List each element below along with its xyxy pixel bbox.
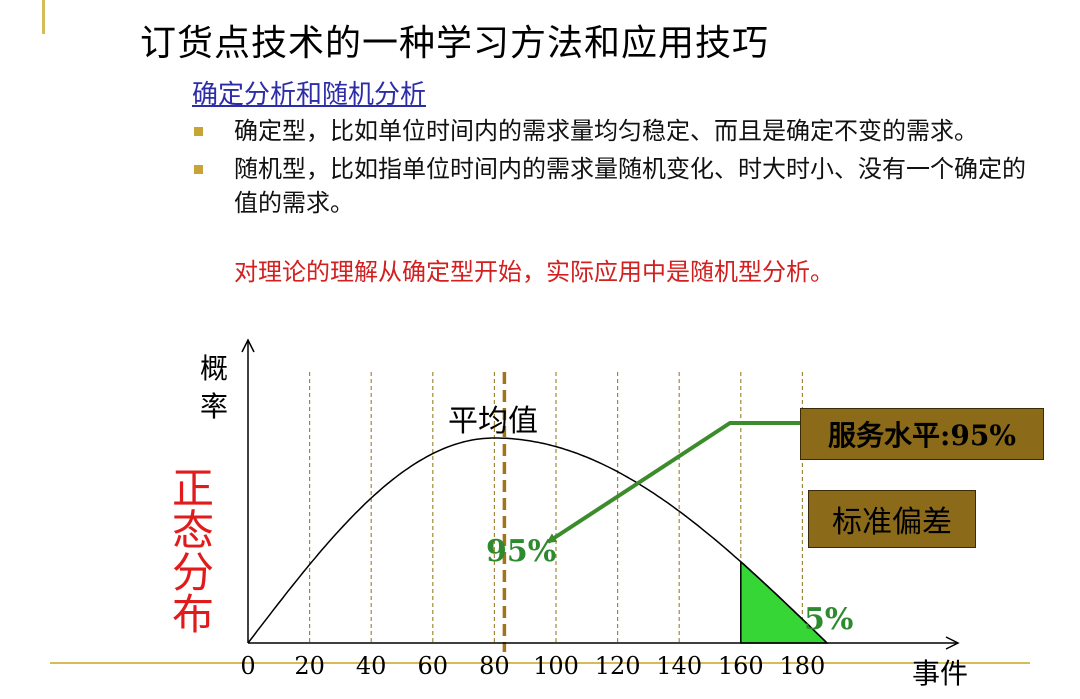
x-tick-label: 160 (717, 652, 764, 680)
y-axis-label: 概率 (200, 352, 229, 423)
y-axis-arrowhead (241, 338, 255, 353)
page-title: 订货点技术的一种学习方法和应用技巧 (140, 23, 770, 64)
section-subtitle-link[interactable]: 确定分析和随机分析 (192, 80, 427, 110)
bullet-text: 确定型，比如单位时间内的需求量均匀稳定、而且是确定不变的需求。 (234, 117, 978, 145)
x-tick-label: 120 (594, 652, 641, 680)
x-tick-label: 20 (294, 652, 325, 680)
x-tick-label: 140 (656, 652, 703, 680)
x-tick-label: 80 (479, 652, 510, 680)
x-tick-label: 100 (533, 652, 579, 680)
red-note: 对理论的理解从确定型开始，实际应用中是随机型分析。 (234, 258, 834, 286)
bullet-item: 随机型，比如指单位时间内的需求量随机变化、时大时小、没有一个确定的值的需求。 (192, 152, 1032, 220)
bullet-list: 确定型，比如单位时间内的需求量均匀稳定、而且是确定不变的需求。 随机型，比如指单… (192, 114, 1032, 224)
x-tick-label: 180 (779, 652, 826, 680)
std-dev-box: 标准偏差 (808, 490, 976, 548)
bullet-text: 随机型，比如指单位时间内的需求量随机变化、时大时小、没有一个确定的值的需求。 (234, 155, 1026, 217)
x-axis-label: 事件 (912, 657, 969, 690)
normal-distribution-label: 正态分布 (172, 464, 215, 639)
area-95-label: 95% (486, 534, 557, 569)
bullet-square-icon (194, 165, 203, 174)
tail-5-label: 5% (804, 602, 854, 637)
vertical-gridlines (309, 372, 804, 643)
normal-curve (247, 437, 828, 644)
x-tick-label: 40 (355, 652, 387, 680)
bullet-square-icon (194, 127, 203, 136)
service-level-arrow (546, 421, 800, 544)
x-tick-label: 60 (417, 652, 449, 680)
x-tick-label: 0 (240, 652, 256, 680)
x-axis-arrowhead (945, 636, 960, 650)
service-level-box: 服务水平:95% (800, 408, 1044, 460)
bullet-item: 确定型，比如单位时间内的需求量均匀稳定、而且是确定不变的需求。 (192, 114, 1032, 148)
decorative-line (42, 0, 45, 34)
mean-label: 平均值 (448, 404, 538, 439)
